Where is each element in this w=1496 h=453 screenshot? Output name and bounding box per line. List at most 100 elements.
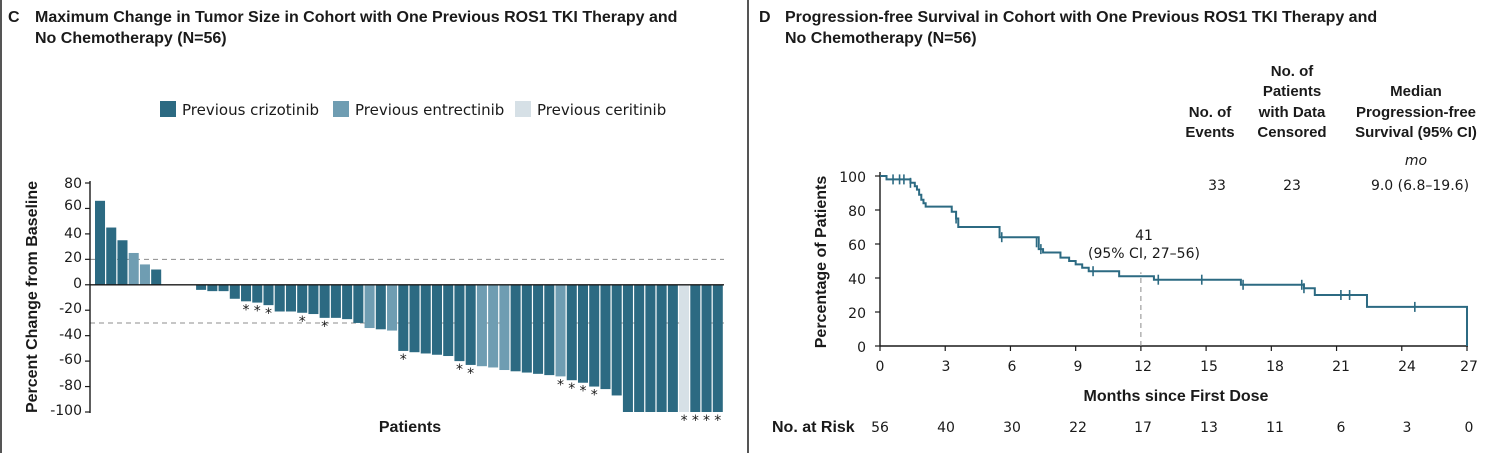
asterisk-marker: * [254, 304, 261, 320]
d-ytick-label: 20 [848, 306, 866, 322]
risk-value: 56 [871, 420, 889, 436]
panel-d-plot [875, 172, 1468, 351]
waterfall-bar [139, 264, 150, 285]
asterisk-marker: * [299, 314, 306, 330]
d-ytick-label: 80 [848, 204, 866, 220]
panel-d: D Progression-free Survival in Cohort wi… [759, 9, 1478, 436]
asterisk-marker: * [692, 413, 699, 429]
stats-header-median: Survival (95% CI) [1355, 124, 1477, 141]
panel-c-letter: C [8, 9, 20, 26]
risk-value: 30 [1003, 420, 1021, 436]
waterfall-bar [577, 284, 589, 383]
stats-median-value: 9.0 (6.8–19.6) [1371, 178, 1469, 194]
waterfall-bar [488, 284, 499, 368]
c-ytick-label: -40 [59, 327, 82, 343]
risk-value: 6 [1337, 420, 1346, 436]
waterfall-bar [229, 284, 240, 299]
waterfall-bar [241, 284, 252, 302]
risk-value: 13 [1200, 420, 1218, 436]
waterfall-bar [117, 240, 128, 285]
waterfall-bar [409, 284, 420, 353]
panel-d-title-line2: No Chemotherapy (N=56) [785, 30, 977, 47]
risk-value: 11 [1266, 420, 1284, 436]
waterfall-bar [600, 284, 611, 390]
waterfall-bar [207, 284, 218, 292]
asterisk-marker: * [467, 366, 474, 382]
waterfall-bar [679, 284, 690, 412]
waterfall-bar [667, 284, 678, 412]
risk-table-label: No. at Risk [772, 419, 855, 436]
stats-header-median: Progression-free [1356, 104, 1476, 121]
panel-c-title-line2: No Chemotherapy (N=56) [35, 30, 227, 47]
c-ytick-label: 60 [64, 198, 82, 214]
stats-header-censored: Censored [1257, 124, 1326, 141]
asterisk-marker: * [265, 306, 272, 322]
d-xtick-label: 9 [1074, 359, 1083, 375]
d-xtick-label: 21 [1332, 359, 1350, 375]
waterfall-bar [420, 284, 431, 354]
c-ytick-label: 40 [64, 226, 82, 242]
risk-value: 17 [1134, 420, 1152, 436]
stats-header-events: Events [1185, 124, 1234, 141]
d-xtick-label: 12 [1134, 359, 1152, 375]
asterisk-marker: * [321, 319, 328, 335]
waterfall-bar [387, 284, 398, 331]
panel-c-title-line1: Maximum Change in Tumor Size in Cohort w… [35, 9, 677, 26]
risk-value: 3 [1403, 420, 1412, 436]
d-xtick-label: 6 [1008, 359, 1017, 375]
risk-value: 0 [1465, 420, 1474, 436]
risk-value: 22 [1069, 420, 1087, 436]
asterisk-marker: * [714, 413, 721, 429]
asterisk-marker: * [568, 381, 575, 397]
stats-header-censored: No. of [1271, 63, 1314, 80]
asterisk-marker: * [703, 413, 710, 429]
legend-swatch-crizotinib [160, 101, 176, 117]
waterfall-bar [555, 284, 566, 377]
asterisk-marker: * [591, 388, 598, 404]
waterfall-bar [364, 284, 375, 329]
asterisk-marker: * [557, 377, 564, 393]
waterfall-bar [611, 284, 622, 396]
legend-swatch-ceritinib [515, 101, 531, 117]
panel-d-title-line1: Progression-free Survival in Cohort with… [785, 9, 1377, 26]
c-ytick-label: -80 [59, 378, 82, 394]
stats-median-unit: mo [1405, 153, 1427, 169]
waterfall-bar [263, 284, 274, 306]
waterfall-bar [544, 284, 555, 376]
waterfall-bar [128, 252, 139, 285]
median-annotation: 41 [1135, 228, 1153, 244]
stats-events-value: 33 [1208, 178, 1226, 194]
asterisk-marker: * [681, 413, 688, 429]
panel-d-letter: D [759, 9, 771, 26]
waterfall-bar [151, 269, 162, 285]
stats-table: No. of Events No. of Patients with Data … [1185, 63, 1476, 194]
panel-c: C Maximum Change in Tumor Size in Cohort… [8, 9, 724, 436]
panel-d-y-axis-label: Percentage of Patients [813, 176, 830, 349]
c-ytick-label: 20 [64, 250, 82, 266]
d-ytick-label: 100 [839, 170, 866, 186]
stats-censored-value: 23 [1283, 178, 1301, 194]
waterfall-bar [274, 284, 285, 312]
panel-d-x-ticks: 0 3 6 9 12 15 18 21 24 27 [876, 359, 1478, 375]
waterfall-bar [476, 284, 487, 367]
d-xtick-label: 27 [1460, 359, 1478, 375]
panel-d-x-axis-label: Months since First Dose [1084, 388, 1269, 405]
waterfall-bar [106, 227, 117, 285]
panel-d-y-ticks: 100 80 60 40 20 0 [839, 170, 866, 356]
legend-label-crizotinib: Previous crizotinib [182, 101, 319, 119]
c-ytick-label: 0 [73, 276, 82, 292]
waterfall-bar [656, 284, 667, 412]
median-annotation-ci: (95% CI, 27–56) [1088, 246, 1200, 262]
legend-label-entrectinib: Previous entrectinib [355, 101, 504, 119]
legend-swatch-entrectinib [333, 101, 349, 117]
d-ytick-label: 0 [857, 340, 866, 356]
waterfall-bar [690, 284, 701, 412]
c-ytick-label: -100 [50, 403, 82, 419]
stats-header-censored: with Data [1258, 104, 1326, 121]
waterfall-bar [218, 284, 229, 292]
waterfall-bar [342, 284, 353, 320]
waterfall-bar [398, 284, 409, 351]
waterfall-bar [465, 284, 476, 365]
